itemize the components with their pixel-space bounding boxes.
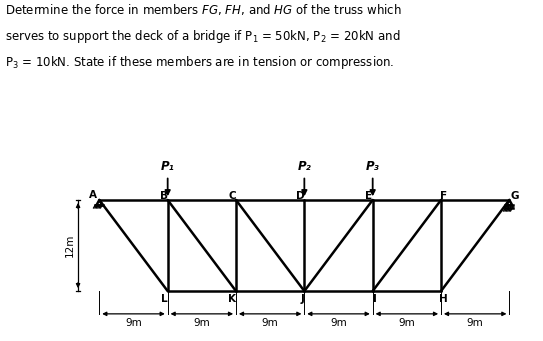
Text: 9m: 9m — [262, 318, 279, 328]
Text: 9m: 9m — [399, 318, 415, 328]
Text: D: D — [296, 191, 305, 201]
Text: H: H — [439, 294, 447, 305]
Text: 9m: 9m — [125, 318, 142, 328]
Text: 9m: 9m — [467, 318, 484, 328]
Text: J: J — [300, 294, 304, 305]
Text: K: K — [228, 294, 236, 305]
Text: L: L — [161, 294, 167, 305]
Text: P$_3$ = 10kN. State if these members are in tension or compression.: P$_3$ = 10kN. State if these members are… — [5, 54, 395, 71]
Text: 9m: 9m — [193, 318, 210, 328]
Text: serves to support the deck of a bridge if P$_1$ = 50kN, P$_2$ = 20kN and: serves to support the deck of a bridge i… — [5, 28, 401, 45]
Text: I: I — [373, 294, 377, 305]
Text: B: B — [160, 191, 168, 201]
Text: P₂: P₂ — [298, 160, 311, 173]
Text: G: G — [510, 191, 519, 201]
Text: A: A — [89, 190, 97, 201]
Text: F: F — [440, 191, 447, 201]
Text: 12m: 12m — [65, 234, 75, 257]
Text: E: E — [365, 191, 372, 201]
Text: C: C — [229, 191, 236, 201]
Text: P₃: P₃ — [366, 160, 380, 173]
Text: 9m: 9m — [330, 318, 347, 328]
Text: Determine the force in members $\mathit{FG}$, $\mathit{FH}$, and $\mathit{HG}$ o: Determine the force in members $\mathit{… — [5, 2, 402, 17]
Text: P₁: P₁ — [161, 160, 174, 173]
